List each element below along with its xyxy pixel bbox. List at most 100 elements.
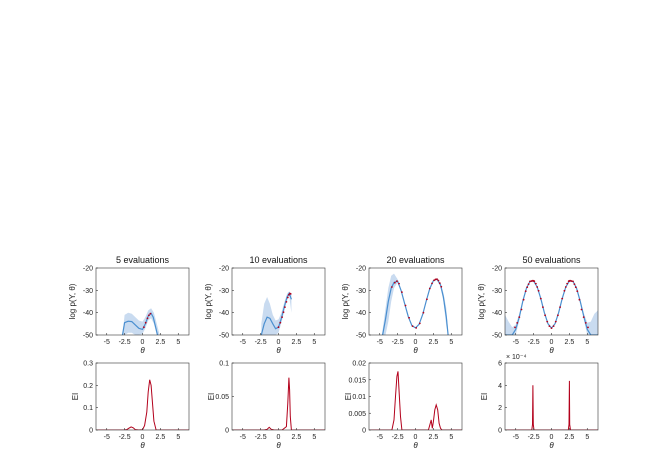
y-tick-label: -40 — [492, 310, 502, 317]
evaluation-point — [398, 282, 400, 285]
evaluation-point — [570, 280, 573, 282]
x-tick-label: -2.5 — [255, 434, 267, 441]
evaluation-point — [422, 311, 425, 314]
evaluation-point — [546, 320, 549, 323]
evaluation-point — [438, 282, 441, 285]
evaluation-point — [440, 285, 443, 288]
evaluation-point — [428, 287, 431, 290]
chart-panel-2: -5 -2.5 0 2.5 5 -50 -40 -30 -20 10 evaluations θ lo… — [204, 255, 326, 355]
plot-area — [369, 371, 462, 430]
x-tick-label: 0 — [414, 434, 418, 441]
chart-panel-3: -5 -2.5 0 2.5 5 -50 -40 -30 -20 20 evaluations θ lo… — [341, 255, 463, 355]
y-tick-label: 0 — [225, 428, 229, 435]
x-tick-label: 5 — [176, 434, 180, 441]
evaluation-point — [524, 290, 527, 293]
evaluation-point — [396, 280, 398, 283]
evaluation-point — [563, 289, 566, 292]
y-tick-label: 0.3 — [83, 361, 93, 368]
y-axis-label: log p(Y, θ) — [68, 283, 77, 319]
y-tick-label: 0 — [89, 428, 93, 435]
y-tick-label: 4 — [498, 383, 502, 390]
y-tick-label: 0.1 — [83, 405, 93, 412]
x-tick-label: -2.5 — [119, 434, 131, 441]
evaluation-point — [572, 280, 574, 283]
evaluation-point — [542, 306, 544, 308]
evaluation-point — [564, 286, 567, 288]
evaluation-point — [534, 282, 537, 285]
x-tick-label: -2.5 — [255, 339, 267, 346]
y-tick-label: -30 — [356, 288, 366, 295]
x-tick-label: -2.5 — [528, 339, 540, 346]
y-tick-label: -40 — [83, 310, 93, 317]
y-tick-label: 0.01 — [352, 394, 366, 401]
x-tick-label: -5 — [240, 434, 246, 441]
evaluation-point — [277, 326, 280, 329]
evaluation-point — [433, 279, 435, 282]
evaluation-point — [144, 321, 147, 324]
evaluation-point — [404, 304, 407, 307]
x-tick-label: 5 — [449, 339, 453, 346]
x-tick-label: 2.5 — [292, 434, 302, 441]
evaluation-point — [289, 293, 292, 295]
y-tick-label: 0.02 — [352, 361, 366, 368]
plot-area — [232, 377, 325, 430]
evaluation-point — [434, 278, 437, 281]
evaluation-point — [281, 316, 283, 318]
axes-frame — [504, 267, 599, 336]
evaluation-point — [391, 286, 393, 288]
evaluation-point — [516, 322, 519, 324]
y-axis-label: EI — [480, 393, 489, 401]
axes-frame — [504, 362, 599, 431]
evaluation-point — [576, 290, 579, 293]
chart-panel-8: -5 -2.5 0 2.5 5 0 2 4 6 θ EI × 10⁻⁴ — [480, 354, 599, 450]
evaluation-point — [587, 326, 589, 329]
x-tick-label: 2.5 — [565, 434, 575, 441]
x-axis-label: θ — [413, 346, 418, 355]
x-tick-label: 0 — [277, 339, 281, 346]
x-tick-label: 5 — [585, 339, 589, 346]
x-tick-label: -2.5 — [119, 339, 131, 346]
x-tick-label: -2.5 — [392, 339, 404, 346]
evaluation-point — [282, 311, 285, 314]
x-tick-label: -2.5 — [528, 434, 540, 441]
evaluation-point — [143, 326, 145, 329]
ei-line — [505, 380, 598, 430]
evaluation-point — [529, 280, 531, 283]
x-tick-label: -5 — [513, 339, 519, 346]
x-tick-label: 0 — [141, 339, 145, 346]
evaluation-point — [411, 325, 414, 327]
panel-title: 20 evaluations — [386, 255, 445, 265]
y-tick-label: -30 — [219, 288, 229, 295]
evaluation-point — [536, 286, 539, 288]
y-axis-label: EI — [71, 393, 80, 401]
x-tick-label: 5 — [176, 339, 180, 346]
x-tick-label: -2.5 — [392, 434, 404, 441]
y-tick-label: 2 — [498, 405, 502, 412]
evaluation-point — [418, 322, 421, 325]
plot-area — [505, 279, 598, 335]
x-tick-label: 0 — [550, 434, 554, 441]
axes-frame — [231, 362, 326, 431]
y-tick-label: 6 — [498, 361, 502, 368]
y-tick-label: 0.1 — [219, 361, 229, 368]
panel-title: 50 evaluations — [522, 255, 581, 265]
chart-panel-1: -5 -2.5 0 2.5 5 -50 -40 -30 -20 5 evaluations θ log… — [68, 255, 190, 355]
axes-frame — [368, 362, 463, 431]
posterior-mean-line — [260, 291, 292, 335]
x-axis-label: θ — [549, 441, 554, 450]
x-tick-label: 0 — [277, 434, 281, 441]
chart-panel-6: -5 -2.5 0 2.5 5 0 0.05 0.1 θ EI — [207, 361, 326, 450]
evaluation-point — [436, 278, 438, 281]
evaluation-point — [566, 282, 569, 285]
plot-area — [381, 273, 449, 335]
chart-panel-4: -5 -2.5 0 2.5 5 -50 -40 -30 -20 50 evaluations θ lo… — [477, 255, 599, 355]
evaluation-point — [539, 297, 542, 300]
evaluation-point — [574, 286, 577, 289]
x-tick-label: 0 — [414, 339, 418, 346]
x-tick-label: -5 — [513, 434, 519, 441]
y-axis-label: log p(Y, θ) — [477, 283, 486, 319]
y-axis-label: log p(Y, θ) — [204, 283, 213, 319]
evaluation-point — [526, 286, 529, 289]
ei-line — [369, 371, 462, 430]
